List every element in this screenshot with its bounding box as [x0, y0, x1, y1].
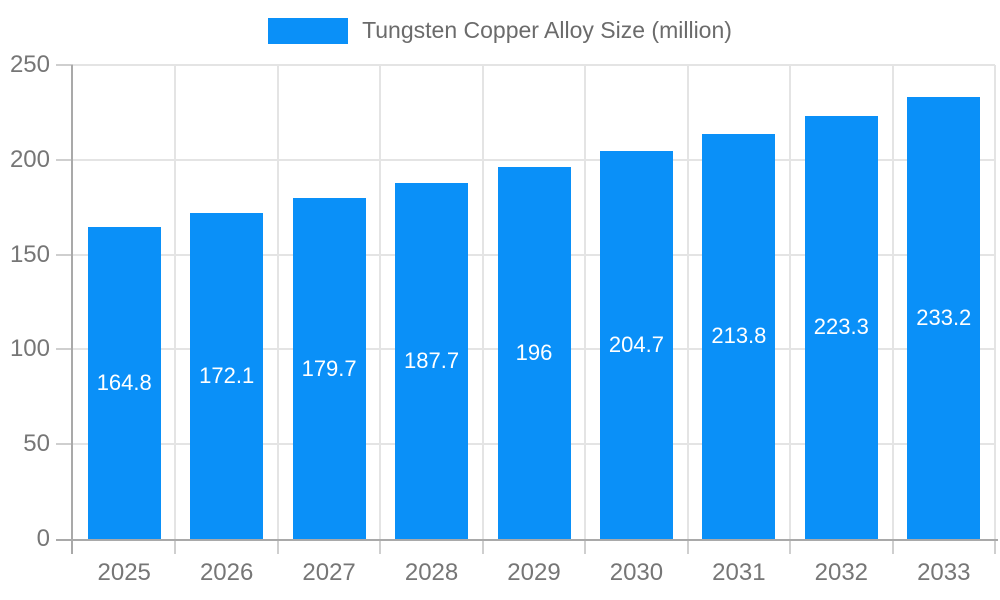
x-axis-tick [379, 541, 382, 554]
gridline-vertical [789, 65, 792, 539]
x-axis-tick-label: 2027 [302, 559, 356, 586]
y-axis-line [71, 65, 73, 554]
x-axis-tick [174, 541, 177, 554]
gridline-vertical [891, 65, 894, 539]
legend-label: Tungsten Copper Alloy Size (million) [362, 17, 732, 43]
gridline-horizontal [73, 64, 995, 66]
legend-swatch [268, 17, 349, 44]
y-axis-tick [56, 64, 73, 66]
x-axis-tick-label: 2029 [507, 559, 561, 586]
bar-value-label: 223.3 [813, 314, 869, 340]
x-axis-tick [686, 541, 689, 554]
y-axis-tick-label: 100 [9, 335, 50, 363]
x-axis-tick [481, 541, 484, 554]
y-axis-tick-label: 50 [23, 430, 50, 458]
bar-value-label: 233.2 [916, 304, 972, 330]
x-axis-tick [891, 541, 894, 554]
gridline-vertical [379, 65, 382, 539]
x-axis-tick-label: 2025 [97, 559, 151, 586]
x-axis-tick [276, 541, 279, 554]
bar[interactable]: 204.7 [599, 150, 673, 539]
x-axis-tick-label: 2033 [917, 559, 971, 586]
x-axis-tick-label: 2028 [404, 559, 459, 586]
x-axis-tick [789, 541, 792, 554]
bar[interactable]: 223.3 [804, 115, 878, 539]
bar-value-label: 172.1 [199, 362, 255, 388]
x-axis-tick-label: 2032 [814, 559, 869, 586]
gridline-vertical [174, 65, 177, 539]
bar[interactable]: 179.7 [292, 198, 366, 539]
bar[interactable]: 233.2 [907, 96, 981, 539]
y-axis-tick [56, 443, 73, 446]
y-axis-tick [56, 253, 73, 256]
gridline-horizontal [73, 158, 995, 161]
gridline-vertical [686, 65, 689, 539]
bar[interactable]: 213.8 [702, 133, 776, 539]
bar[interactable]: 196 [497, 167, 571, 539]
bar-value-label: 179.7 [301, 355, 357, 381]
x-axis-tick [994, 541, 996, 554]
gridline-vertical [994, 65, 996, 539]
bar-value-label: 164.8 [96, 369, 152, 395]
y-axis-tick-label: 0 [36, 525, 50, 552]
y-axis-tick-label: 150 [9, 240, 50, 268]
x-axis-tick [584, 541, 587, 554]
gridline-vertical [481, 65, 484, 539]
bar[interactable]: 164.8 [87, 226, 161, 539]
gridline-vertical [276, 65, 279, 539]
gridline-vertical [584, 65, 587, 539]
y-axis-tick [56, 348, 73, 351]
x-axis-tick-label: 2026 [199, 559, 254, 586]
x-axis-tick-label: 2031 [712, 559, 766, 586]
x-axis-tick-label: 2030 [609, 559, 664, 586]
bar-value-label: 204.7 [608, 331, 664, 357]
y-axis-tick-label: 250 [9, 51, 50, 78]
y-axis-tick [56, 158, 73, 161]
y-axis-tick-label: 200 [9, 145, 50, 173]
bar[interactable]: 172.1 [190, 212, 264, 539]
bar[interactable]: 187.7 [395, 183, 469, 539]
bar-value-label: 187.7 [404, 348, 460, 374]
x-axis-line [56, 539, 998, 541]
legend[interactable]: Tungsten Copper Alloy Size (million) [0, 17, 1000, 44]
bar-value-label: 196 [515, 340, 553, 366]
bar-value-label: 213.8 [711, 323, 767, 349]
